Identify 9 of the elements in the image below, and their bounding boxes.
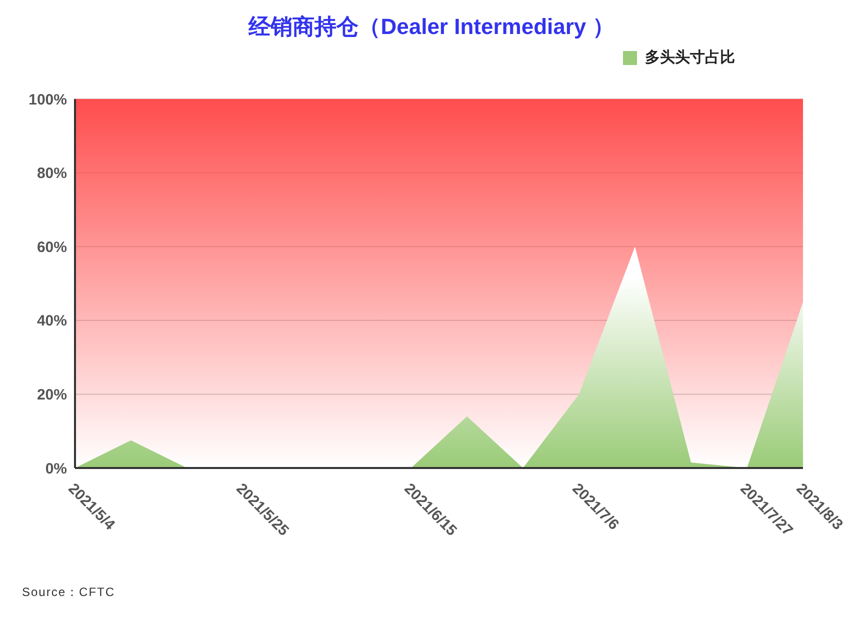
source-note: Source：CFTC bbox=[22, 584, 116, 601]
y-tick-label: 60% bbox=[36, 238, 67, 256]
y-tick-label: 20% bbox=[36, 386, 67, 404]
y-tick-label: 80% bbox=[36, 165, 67, 182]
legend-label: 多头头寸占比 bbox=[644, 48, 735, 67]
chart-title: 经销商持仓（Dealer Intermediary ） bbox=[247, 13, 616, 41]
y-tick-label: 0% bbox=[45, 460, 67, 478]
y-tick-label: 40% bbox=[36, 312, 67, 330]
y-tick-label: 100% bbox=[28, 91, 67, 108]
